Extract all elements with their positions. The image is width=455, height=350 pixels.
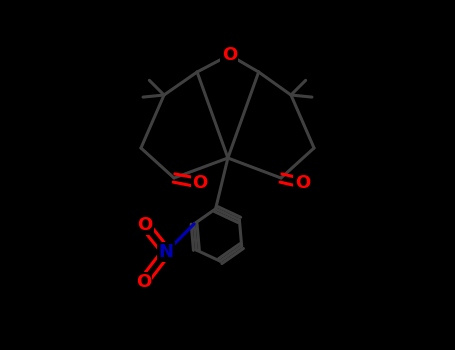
Text: O: O: [222, 46, 237, 64]
Text: O: O: [192, 174, 208, 192]
Text: O: O: [137, 216, 152, 234]
Text: O: O: [136, 273, 151, 291]
Text: N: N: [159, 243, 174, 261]
Text: O: O: [295, 174, 310, 192]
